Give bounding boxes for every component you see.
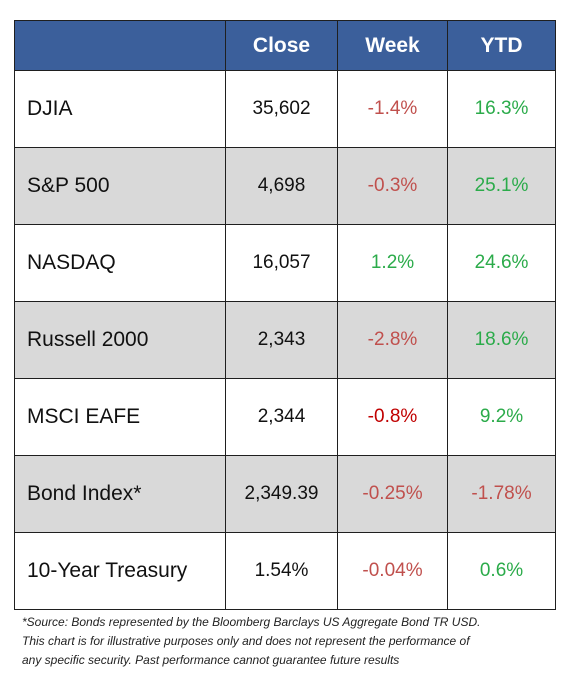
- close-value: 2,349.39: [225, 455, 338, 533]
- index-name: 10-Year Treasury: [14, 532, 226, 610]
- table-row: 10-Year Treasury 1.54% -0.04% 0.6%: [14, 532, 556, 610]
- header-week: Week: [337, 20, 448, 71]
- ytd-change: 0.6%: [447, 532, 556, 610]
- table-row: Bond Index* 2,349.39 -0.25% -1.78%: [14, 455, 556, 533]
- header-ytd: YTD: [447, 20, 556, 71]
- index-name: S&P 500: [14, 147, 226, 225]
- table-row: S&P 500 4,698 -0.3% 25.1%: [14, 147, 556, 225]
- market-summary-table: Close Week YTD DJIA 35,602 -1.4% 16.3% S…: [14, 20, 556, 610]
- footnote-line: *Source: Bonds represented by the Bloomb…: [22, 615, 481, 629]
- index-name: Russell 2000: [14, 301, 226, 379]
- week-change: -0.3%: [337, 147, 448, 225]
- index-name: DJIA: [14, 70, 226, 148]
- close-value: 16,057: [225, 224, 338, 302]
- ytd-change: 25.1%: [447, 147, 556, 225]
- header-blank: [14, 20, 226, 71]
- ytd-change: 9.2%: [447, 378, 556, 456]
- table-row: MSCI EAFE 2,344 -0.8% 9.2%: [14, 378, 556, 456]
- footnote-line: This chart is for illustrative purposes …: [22, 634, 470, 648]
- index-name: MSCI EAFE: [14, 378, 226, 456]
- ytd-change: 24.6%: [447, 224, 556, 302]
- header-row: Close Week YTD: [14, 20, 556, 71]
- ytd-change: 18.6%: [447, 301, 556, 379]
- week-change: -2.8%: [337, 301, 448, 379]
- source-footnote: *Source: Bonds represented by the Bloomb…: [22, 613, 552, 670]
- table-row: Russell 2000 2,343 -2.8% 18.6%: [14, 301, 556, 379]
- close-value: 4,698: [225, 147, 338, 225]
- close-value: 35,602: [225, 70, 338, 148]
- index-name: NASDAQ: [14, 224, 226, 302]
- table-row: NASDAQ 16,057 1.2% 24.6%: [14, 224, 556, 302]
- table-row: DJIA 35,602 -1.4% 16.3%: [14, 70, 556, 148]
- index-name: Bond Index*: [14, 455, 226, 533]
- week-change: -1.4%: [337, 70, 448, 148]
- ytd-change: 16.3%: [447, 70, 556, 148]
- close-value: 1.54%: [225, 532, 338, 610]
- week-change: -0.04%: [337, 532, 448, 610]
- close-value: 2,344: [225, 378, 338, 456]
- footnote-line: any specific security. Past performance …: [22, 653, 400, 667]
- week-change: -0.8%: [337, 378, 448, 456]
- week-change: -0.25%: [337, 455, 448, 533]
- close-value: 2,343: [225, 301, 338, 379]
- header-close: Close: [225, 20, 338, 71]
- ytd-change: -1.78%: [447, 455, 556, 533]
- week-change: 1.2%: [337, 224, 448, 302]
